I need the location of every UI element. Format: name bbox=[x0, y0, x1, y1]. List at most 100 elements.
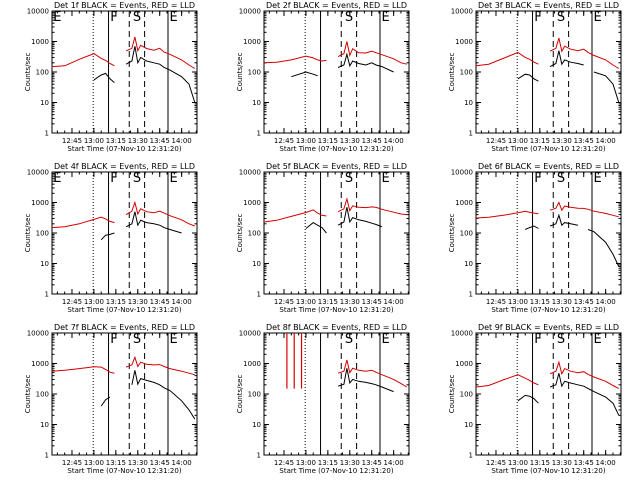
x-tick-label: 13:30 bbox=[128, 298, 148, 306]
y-tick-label: 1000 bbox=[31, 199, 49, 207]
y-tick-label: 10000 bbox=[239, 330, 261, 338]
x-tick-label: 13:45 bbox=[362, 459, 382, 467]
x-tick-label: 13:30 bbox=[552, 298, 572, 306]
series-line-lld bbox=[475, 201, 619, 219]
x-tick-label: 14:00 bbox=[596, 137, 616, 145]
x-tick-label: 13:45 bbox=[362, 137, 382, 145]
y-tick-label: 10000 bbox=[27, 8, 49, 16]
plot-frame bbox=[475, 171, 622, 295]
y-axis-label: Counts/sec bbox=[236, 53, 244, 92]
y-tick-label: 10 bbox=[40, 99, 49, 107]
y-tick-label: 1 bbox=[257, 452, 261, 460]
y-tick-label: 10 bbox=[464, 421, 473, 429]
x-tick-label: 13:00 bbox=[508, 459, 528, 467]
x-tick-label: 13:00 bbox=[296, 137, 316, 145]
phase-marker: E bbox=[169, 171, 177, 186]
y-tick-label: 1000 bbox=[243, 199, 261, 207]
x-tick-label: 13:30 bbox=[552, 137, 572, 145]
series-line-lld bbox=[263, 197, 407, 223]
x-tick-label: 13:30 bbox=[128, 137, 148, 145]
phase-marker: E bbox=[381, 10, 389, 25]
x-axis-label: Start Time (07-Nov-10 12:31:20) bbox=[279, 145, 393, 153]
y-tick-label: 10000 bbox=[451, 8, 473, 16]
x-tick-label: 13:30 bbox=[340, 298, 360, 306]
plot-frame bbox=[475, 10, 622, 134]
chart-title: Det 4f BLACK = Events, RED = LLD bbox=[54, 162, 195, 171]
phase-marker: E bbox=[169, 332, 177, 347]
phase-marker: E bbox=[593, 332, 601, 347]
x-tick-label: 12:45 bbox=[486, 459, 506, 467]
x-tick-label: 13:45 bbox=[150, 298, 170, 306]
chart-panel-7: Det 7f BLACK = Events, RED = LLD 1 10 100 10… bbox=[24, 323, 198, 475]
chart-title: Det 2f BLACK = Events, RED = LLD bbox=[266, 1, 407, 10]
phase-marker: F bbox=[110, 171, 117, 186]
y-tick-label: 1000 bbox=[455, 199, 473, 207]
series-line-lld bbox=[51, 36, 196, 69]
y-tick-label: 100 bbox=[460, 69, 473, 77]
y-tick-label: 1000 bbox=[243, 360, 261, 368]
x-tick-label: 14:00 bbox=[172, 459, 192, 467]
y-tick-label: 1 bbox=[469, 291, 473, 299]
y-tick-label: 100 bbox=[36, 69, 49, 77]
y-tick-label: 10000 bbox=[239, 169, 261, 177]
x-tick-label: 13:00 bbox=[508, 137, 528, 145]
phase-marker: E bbox=[593, 10, 601, 25]
x-tick-label: 12:45 bbox=[62, 298, 82, 306]
series-line-lld bbox=[475, 37, 620, 69]
series-line-lld bbox=[337, 359, 408, 388]
plot-frame bbox=[51, 171, 198, 295]
x-tick-label: 14:00 bbox=[596, 459, 616, 467]
y-tick-label: 10000 bbox=[451, 330, 473, 338]
phase-marker: S bbox=[557, 171, 565, 186]
phase-marker: F bbox=[534, 10, 541, 25]
x-tick-label: 13:45 bbox=[574, 459, 594, 467]
series-line-lld bbox=[51, 355, 195, 376]
x-tick-label: 13:45 bbox=[574, 137, 594, 145]
x-axis-label: Start Time (07-Nov-10 12:31:20) bbox=[279, 467, 393, 475]
phase-marker: S bbox=[345, 332, 353, 347]
phase-marker: E bbox=[53, 171, 61, 186]
x-tick-label: 13:30 bbox=[340, 459, 360, 467]
x-tick-label: 14:00 bbox=[384, 298, 404, 306]
x-tick-label: 14:00 bbox=[596, 298, 616, 306]
x-tick-label: 12:45 bbox=[62, 459, 82, 467]
y-tick-label: 10 bbox=[252, 260, 261, 268]
phase-marker: E bbox=[381, 332, 389, 347]
x-tick-label: 13:15 bbox=[106, 298, 126, 306]
y-tick-label: 10000 bbox=[27, 330, 49, 338]
x-tick-label: 13:30 bbox=[128, 459, 148, 467]
x-tick-label: 13:15 bbox=[318, 137, 338, 145]
y-tick-label: 100 bbox=[460, 391, 473, 399]
y-tick-label: 1 bbox=[45, 291, 49, 299]
y-axis-label: Counts/sec bbox=[24, 214, 32, 253]
series-line-events bbox=[517, 373, 620, 416]
y-tick-label: 10000 bbox=[239, 8, 261, 16]
x-tick-label: 13:00 bbox=[84, 459, 104, 467]
x-tick-label: 13:00 bbox=[84, 298, 104, 306]
series-line-events bbox=[305, 207, 383, 234]
x-tick-label: 12:45 bbox=[486, 298, 506, 306]
y-tick-label: 100 bbox=[36, 230, 49, 238]
series-line-events bbox=[337, 368, 394, 393]
x-tick-label: 14:00 bbox=[384, 137, 404, 145]
series-line-events bbox=[517, 50, 620, 103]
y-tick-label: 10 bbox=[464, 99, 473, 107]
x-tick-label: 12:45 bbox=[62, 137, 82, 145]
x-axis-label: Start Time (07-Nov-10 12:31:20) bbox=[67, 145, 181, 153]
phase-marker: E bbox=[169, 10, 177, 25]
y-axis-label: Counts/sec bbox=[236, 214, 244, 253]
y-tick-label: 10 bbox=[252, 99, 261, 107]
y-axis-label: Counts/sec bbox=[448, 214, 456, 253]
y-axis-label: Counts/sec bbox=[448, 375, 456, 414]
plot-frame bbox=[263, 10, 410, 134]
phase-marker: E bbox=[53, 10, 61, 25]
chart-title: Det 6f BLACK = Events, RED = LLD bbox=[478, 162, 619, 171]
phase-marker: E bbox=[381, 171, 389, 186]
phase-marker: S bbox=[345, 171, 353, 186]
x-axis-label: Start Time (07-Nov-10 12:31:20) bbox=[491, 145, 605, 153]
chart-title: Det 5f BLACK = Events, RED = LLD bbox=[266, 162, 407, 171]
y-tick-label: 1000 bbox=[31, 360, 49, 368]
y-axis-label: Counts/sec bbox=[236, 375, 244, 414]
x-tick-label: 13:15 bbox=[530, 137, 550, 145]
phase-marker: S bbox=[557, 332, 565, 347]
